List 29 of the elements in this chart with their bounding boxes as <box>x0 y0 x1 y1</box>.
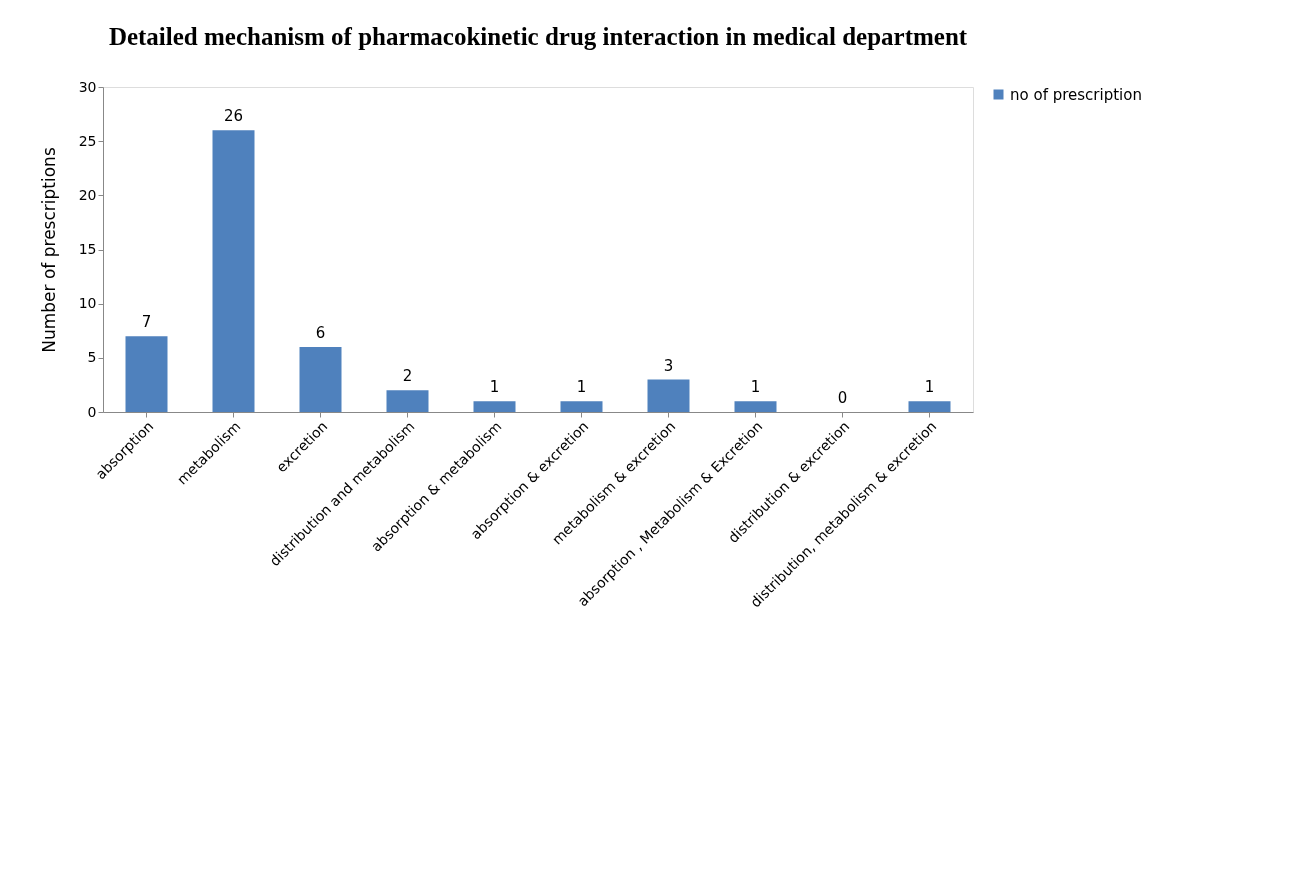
data-label: 1 <box>576 378 587 397</box>
y-tick-label: 30 <box>78 78 97 95</box>
data-label: 7 <box>141 313 152 332</box>
y-tick-label: 25 <box>78 132 97 149</box>
bar <box>473 401 516 412</box>
bar <box>125 336 168 412</box>
data-label: 1 <box>750 378 761 397</box>
y-tick-label: 15 <box>78 241 97 257</box>
data-label: 26 <box>223 107 244 126</box>
y-tick-label: 0 <box>87 403 97 420</box>
data-label: 6 <box>315 324 326 342</box>
bar <box>908 401 951 412</box>
data-label: 0 <box>837 389 848 407</box>
bar <box>647 379 690 412</box>
y-tick-label: 5 <box>87 349 97 366</box>
bar <box>212 130 255 412</box>
data-label: 1 <box>489 378 500 397</box>
bar <box>299 347 342 412</box>
data-label: 1 <box>924 378 935 397</box>
legend-label: no of prescription <box>1010 85 1142 104</box>
y-axis-title: Number of prescriptions <box>38 147 59 353</box>
y-tick-label: 20 <box>78 186 97 203</box>
data-label: 3 <box>663 356 674 375</box>
y-tick-label: 10 <box>78 295 97 312</box>
bar <box>386 390 429 412</box>
bar <box>560 401 603 412</box>
bar <box>734 401 777 412</box>
data-label: 2 <box>402 367 413 386</box>
chart-title: Detailed mechanism of pharmacokinetic drug interaction in medical department <box>108 23 968 50</box>
